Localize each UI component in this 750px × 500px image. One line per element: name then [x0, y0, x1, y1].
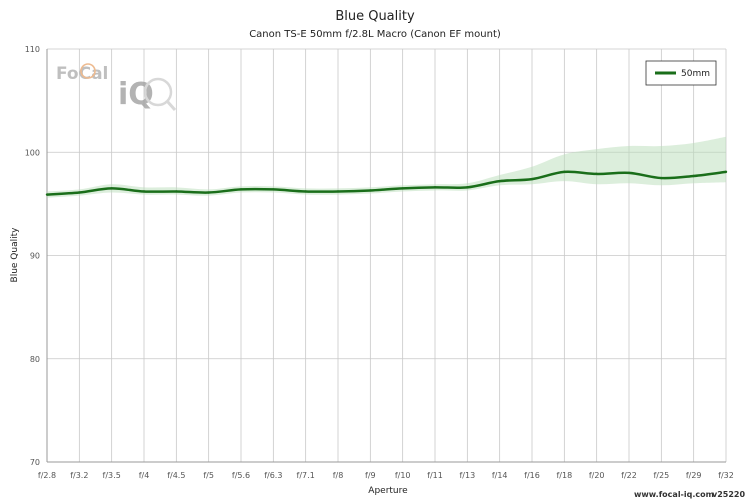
data-point: [272, 188, 275, 191]
x-tick-label: f/20: [589, 471, 605, 480]
x-axis-ticks: f/2.8 f/3.2 f/3.5 f/4 f/4.5 f/5 f/5.6 f/6.3 f/7.…: [38, 471, 734, 480]
x-tick-label: f/3.2: [70, 471, 88, 480]
x-tick-label: f/8: [333, 471, 344, 480]
footer-version: v25220: [712, 490, 745, 499]
x-tick-label: f/32: [718, 471, 734, 480]
data-point: [45, 193, 49, 196]
data-point: [110, 187, 113, 190]
x-tick-label: f/29: [686, 471, 702, 480]
x-tick-label: f/25: [653, 471, 669, 480]
confidence-band: [47, 136, 726, 198]
x-tick-label: f/7.1: [297, 471, 315, 480]
x-tick-label: f/6.3: [264, 471, 282, 480]
data-point: [142, 190, 146, 193]
data-point: [498, 179, 501, 183]
data-point: [401, 187, 404, 190]
y-axis-label: Blue Quality: [10, 227, 20, 283]
footer-website: www.focal-iq.com: [634, 490, 714, 499]
legend-label-50mm: 50mm: [681, 69, 710, 79]
y-tick-label: 80: [30, 355, 40, 364]
logo-magnifier-handle-icon: [165, 100, 177, 111]
data-point: [336, 190, 340, 193]
data-point: [304, 190, 307, 193]
x-tick-label: f/2.8: [38, 471, 56, 480]
x-tick-label: f/3.5: [103, 471, 121, 480]
y-tick-label: 90: [30, 252, 40, 261]
data-point: [724, 170, 728, 174]
data-point: [563, 170, 566, 174]
logo-magnifier-icon: [143, 77, 173, 107]
data-point: [239, 188, 243, 191]
x-axis-label: Aperture: [368, 486, 408, 496]
x-tick-label: f/5.6: [232, 471, 250, 480]
x-tick-label: f/16: [524, 471, 540, 480]
data-point: [466, 186, 469, 189]
x-tick-label: f/9: [365, 471, 376, 480]
x-tick-label: f/13: [459, 471, 475, 480]
y-tick-label: 110: [25, 45, 40, 54]
x-tick-label: f/4.5: [167, 471, 185, 480]
x-tick-label: f/4: [139, 471, 150, 480]
legend: 50mm: [645, 60, 717, 86]
y-tick-label: 70: [30, 458, 40, 467]
data-point: [78, 191, 81, 194]
x-tick-label: f/14: [492, 471, 508, 480]
y-tick-label: 100: [25, 148, 40, 157]
data-point: [207, 191, 210, 194]
data-point: [627, 171, 631, 175]
data-point: [692, 174, 695, 178]
data-point: [369, 189, 372, 192]
data-point: [595, 172, 598, 176]
x-tick-label: f/11: [427, 471, 443, 480]
grid-lines: [46, 48, 727, 463]
chart-subtitle: Canon TS-E 50mm f/2.8L Macro (Canon EF m…: [249, 29, 501, 40]
band-50mm: [47, 136, 726, 198]
series-line-50mm: [46, 170, 727, 196]
logo-lens-ring-icon: [80, 63, 96, 79]
series-lines: [45, 170, 728, 196]
y-axis-ticks: 70 80 90 100 110: [25, 45, 40, 467]
data-point: [433, 186, 437, 189]
data-point: [530, 177, 534, 181]
x-tick-label: f/5: [203, 471, 214, 480]
focal-iq-logo: FoCal iQ: [56, 63, 177, 112]
x-tick-label: f/22: [621, 471, 637, 480]
x-tick-label: f/10: [395, 471, 411, 480]
x-tick-label: f/18: [556, 471, 572, 480]
chart-title: Blue Quality: [335, 9, 415, 24]
data-point: [660, 176, 663, 180]
data-point: [175, 190, 178, 193]
